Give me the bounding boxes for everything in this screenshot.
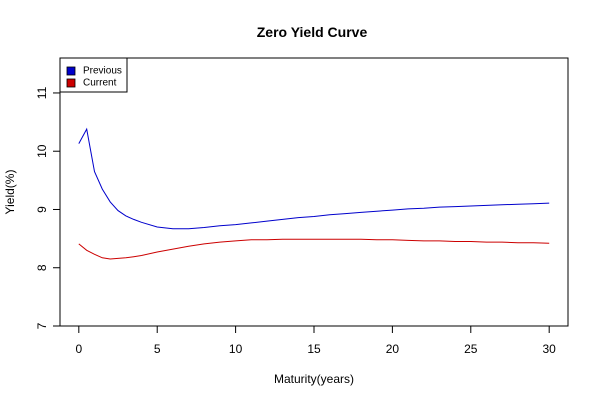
x-tick-label: 5 (154, 342, 161, 356)
x-tick-label: 0 (75, 342, 82, 356)
series-line-previous (78, 127, 550, 230)
legend-swatch-previous (66, 66, 76, 76)
y-axis-label: Yield(%) (3, 170, 17, 215)
chart-title: Zero Yield Curve (257, 24, 368, 40)
x-tick-label: 10 (229, 342, 243, 356)
y-tick-label: 10 (35, 144, 49, 158)
x-tick-label: 25 (464, 342, 478, 356)
legend-swatch-current (66, 78, 76, 88)
x-tick-label: 15 (307, 342, 321, 356)
legend-label-current: Current (83, 78, 117, 89)
x-axis-label: Maturity(years) (274, 372, 354, 386)
x-axis: 0 5 10 15 20 25 30 (75, 325, 557, 356)
y-tick-label: 9 (35, 206, 49, 213)
y-tick-label: 11 (35, 86, 49, 99)
series-line-current (78, 238, 550, 260)
y-tick-label: 8 (35, 264, 49, 271)
x-tick-label: 30 (543, 342, 557, 356)
legend-label-previous: Previous (83, 66, 122, 77)
y-axis: 7 8 9 10 11 (35, 86, 61, 329)
y-tick-label: 7 (35, 322, 49, 329)
series-layer (78, 127, 550, 260)
plot-frame (59, 57, 569, 327)
x-tick-label: 20 (386, 342, 400, 356)
